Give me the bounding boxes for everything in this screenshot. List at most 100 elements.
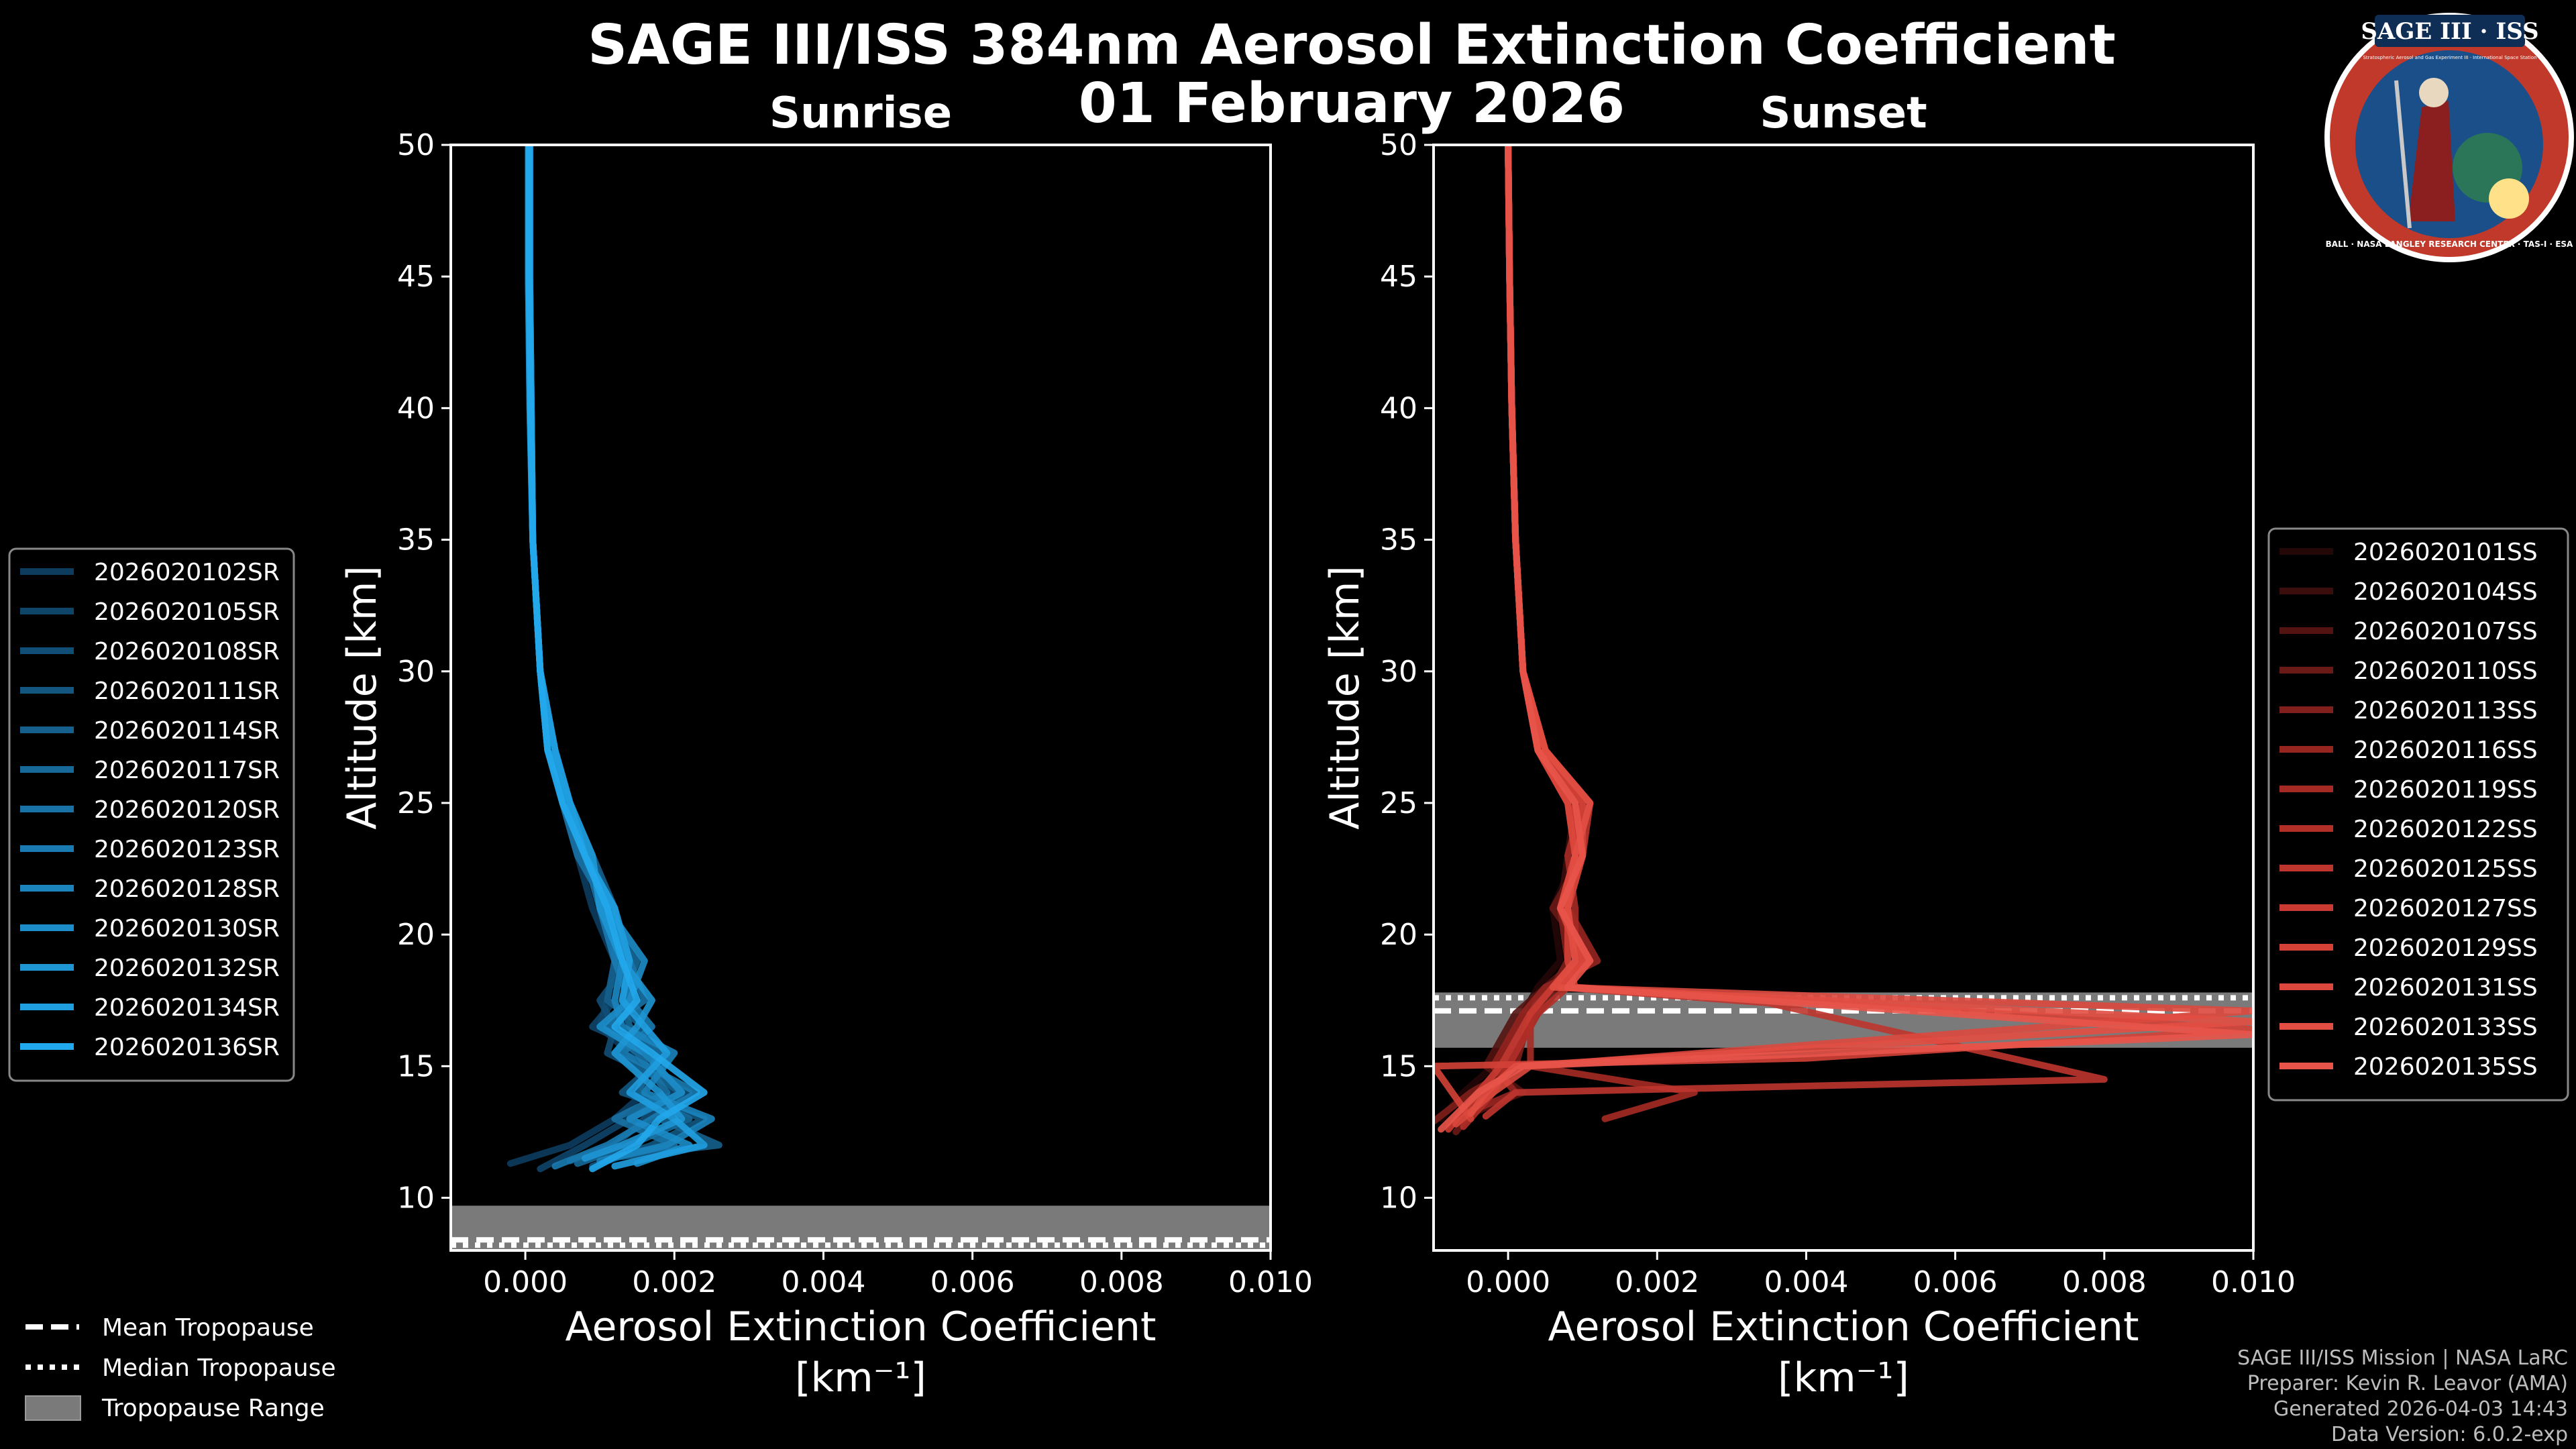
y-tick-label: 30 (1380, 655, 1417, 689)
footer-mission: SAGE III/ISS Mission | NASA LaRC (2237, 1346, 2568, 1370)
sunset-x-axis-label: Aerosol Extinction Coefficient (1548, 1303, 2139, 1350)
sunrise-y-ticks: 10 15 20 25 30 35 40 45 50 (397, 128, 451, 1216)
x-tick-label: 0.000 (483, 1265, 568, 1299)
legend-box (8, 547, 295, 1082)
legend-label: 2026020127SS (2353, 895, 2538, 922)
legend-label: 2026020133SS (2353, 1014, 2538, 1041)
legend-label: 2026020123SR (94, 836, 280, 863)
legend-label: 2026020116SS (2353, 737, 2538, 764)
y-tick-label: 50 (1380, 128, 1417, 162)
y-tick-label: 35 (1380, 523, 1417, 557)
y-tick-label: 40 (397, 391, 435, 425)
sunset-legend: 2026020101SS 2026020104SS 2026020107SS 2026… (2267, 527, 2569, 1102)
legend-label: 2026020107SS (2353, 618, 2538, 645)
sunset-x-ticks: 0.000 0.002 0.004 0.006 0.008 0.010 (1466, 1250, 2296, 1299)
y-tick-label: 15 (397, 1049, 435, 1083)
y-tick-label: 20 (1380, 918, 1417, 952)
sunset-plot-frame (1432, 144, 2255, 1252)
legend-label: 2026020117SR (94, 757, 280, 784)
sunrise-tropopause (451, 1205, 1271, 1250)
x-tick-label: 0.008 (2062, 1265, 2147, 1299)
legend-label: 2026020132SR (94, 955, 280, 982)
footer-data-version: Data Version: 6.0.2-exp (2331, 1423, 2568, 1446)
figure-robe-icon (2408, 101, 2455, 221)
sunrise-x-axis-unit: [km⁻¹] (795, 1354, 926, 1401)
sunset-y-ticks: 10 15 20 25 30 35 40 45 50 (1380, 128, 1434, 1216)
y-tick-label: 50 (397, 128, 435, 162)
footer-preparer: Preparer: Kevin R. Leavor (AMA) (2247, 1372, 2568, 1395)
sunrise-x-ticks: 0.000 0.002 0.004 0.006 0.008 0.010 (483, 1250, 1313, 1299)
figure-head-icon (2419, 78, 2449, 107)
median-tropopause-label: Median Tropopause (102, 1354, 336, 1382)
staff-icon (2394, 80, 2412, 229)
profile-line-2026020119SS (1505, 145, 1698, 1122)
legend-label: 2026020134SR (94, 994, 280, 1022)
x-tick-label: 0.006 (930, 1265, 1015, 1299)
sunrise-plot-frame (449, 144, 1272, 1252)
y-tick-label: 10 (1380, 1181, 1417, 1216)
legend-label: 2026020104SS (2353, 578, 2538, 606)
y-tick-label: 40 (1380, 391, 1417, 425)
x-tick-label: 0.006 (1913, 1265, 1998, 1299)
y-tick-label: 25 (397, 786, 435, 820)
logo-title: SAGE III · ISS (2361, 18, 2538, 45)
x-tick-label: 0.008 (1079, 1265, 1164, 1299)
sunset-profiles (1434, 145, 2253, 1136)
sunset-x-axis-unit: [km⁻¹] (1778, 1354, 1909, 1401)
legend-label: 2026020135SS (2353, 1053, 2538, 1081)
legend-label: 2026020122SS (2353, 816, 2538, 843)
legend-label: 2026020114SR (94, 717, 280, 745)
logo-ring-text: BALL · NASA LANGLEY RESEARCH CENTER · TA… (2326, 239, 2573, 249)
legend-label: 2026020130SR (94, 915, 280, 943)
legend-label: 2026020131SS (2353, 974, 2538, 1002)
legend-label: 2026020102SR (94, 559, 280, 586)
legend-label: 2026020101SS (2353, 539, 2538, 566)
panel-title-sunrise: Sunrise (769, 89, 952, 138)
sage-iii-iss-logo: SAGE III · ISS Stratospheric Aerosol and… (2324, 13, 2574, 262)
legend-label: 2026020125SS (2353, 855, 2538, 883)
tropopause-range-swatch (25, 1395, 81, 1421)
x-tick-label: 0.010 (1228, 1265, 1313, 1299)
legend-label: 2026020119SS (2353, 776, 2538, 804)
sunset-y-axis-label: Altitude [km] (1322, 566, 1368, 830)
logo-subtext: Stratospheric Aerosol and Gas Experiment… (2363, 55, 2536, 60)
y-tick-label: 45 (1380, 260, 1417, 294)
x-tick-label: 0.002 (632, 1265, 716, 1299)
legend-box (2267, 527, 2569, 1102)
x-tick-label: 0.004 (781, 1265, 865, 1299)
panel-title-sunset: Sunset (1760, 89, 1927, 138)
profile-line-2026020105SR (525, 145, 678, 1173)
x-tick-label: 0.004 (1764, 1265, 1848, 1299)
sun-icon (2489, 178, 2529, 219)
legend-label: 2026020129SS (2353, 934, 2538, 962)
figure-title: SAGE III/ISS 384nm Aerosol Extinction Co… (588, 13, 2116, 77)
y-tick-label: 35 (397, 523, 435, 557)
footer-generated: Generated 2026-04-03 14:43 (2273, 1397, 2568, 1421)
legend-label: 2026020136SR (94, 1034, 280, 1061)
legend-label: 2026020110SS (2353, 657, 2538, 685)
y-tick-label: 45 (397, 260, 435, 294)
profile-line-2026020135SS (1438, 145, 2253, 1133)
sunrise-profiles (506, 145, 722, 1173)
tropopause-legend: Mean Tropopause Median Tropopause Tropop… (25, 1314, 336, 1422)
y-tick-label: 20 (397, 918, 435, 952)
y-tick-label: 15 (1380, 1049, 1417, 1083)
profile-line-2026020136SR (525, 145, 708, 1173)
x-tick-label: 0.010 (2211, 1265, 2296, 1299)
mean-tropopause-label: Mean Tropopause (102, 1314, 314, 1342)
y-tick-label: 25 (1380, 786, 1417, 820)
sunrise-y-axis-label: Altitude [km] (339, 566, 386, 830)
legend-label: 2026020111SR (94, 678, 280, 705)
legend-label: 2026020105SR (94, 598, 280, 626)
sunrise-x-axis-label: Aerosol Extinction Coefficient (566, 1303, 1157, 1350)
y-tick-label: 30 (397, 655, 435, 689)
x-tick-label: 0.000 (1466, 1265, 1550, 1299)
legend-label: 2026020108SR (94, 638, 280, 665)
tropopause-range-label: Tropopause Range (101, 1395, 325, 1422)
legend-label: 2026020120SR (94, 796, 280, 824)
legend-label: 2026020128SR (94, 875, 280, 903)
figure-date: 01 February 2026 (1079, 72, 1625, 136)
x-tick-label: 0.002 (1615, 1265, 1699, 1299)
sunrise-legend: 2026020102SR 2026020105SR 2026020108SR 2026… (8, 547, 295, 1082)
